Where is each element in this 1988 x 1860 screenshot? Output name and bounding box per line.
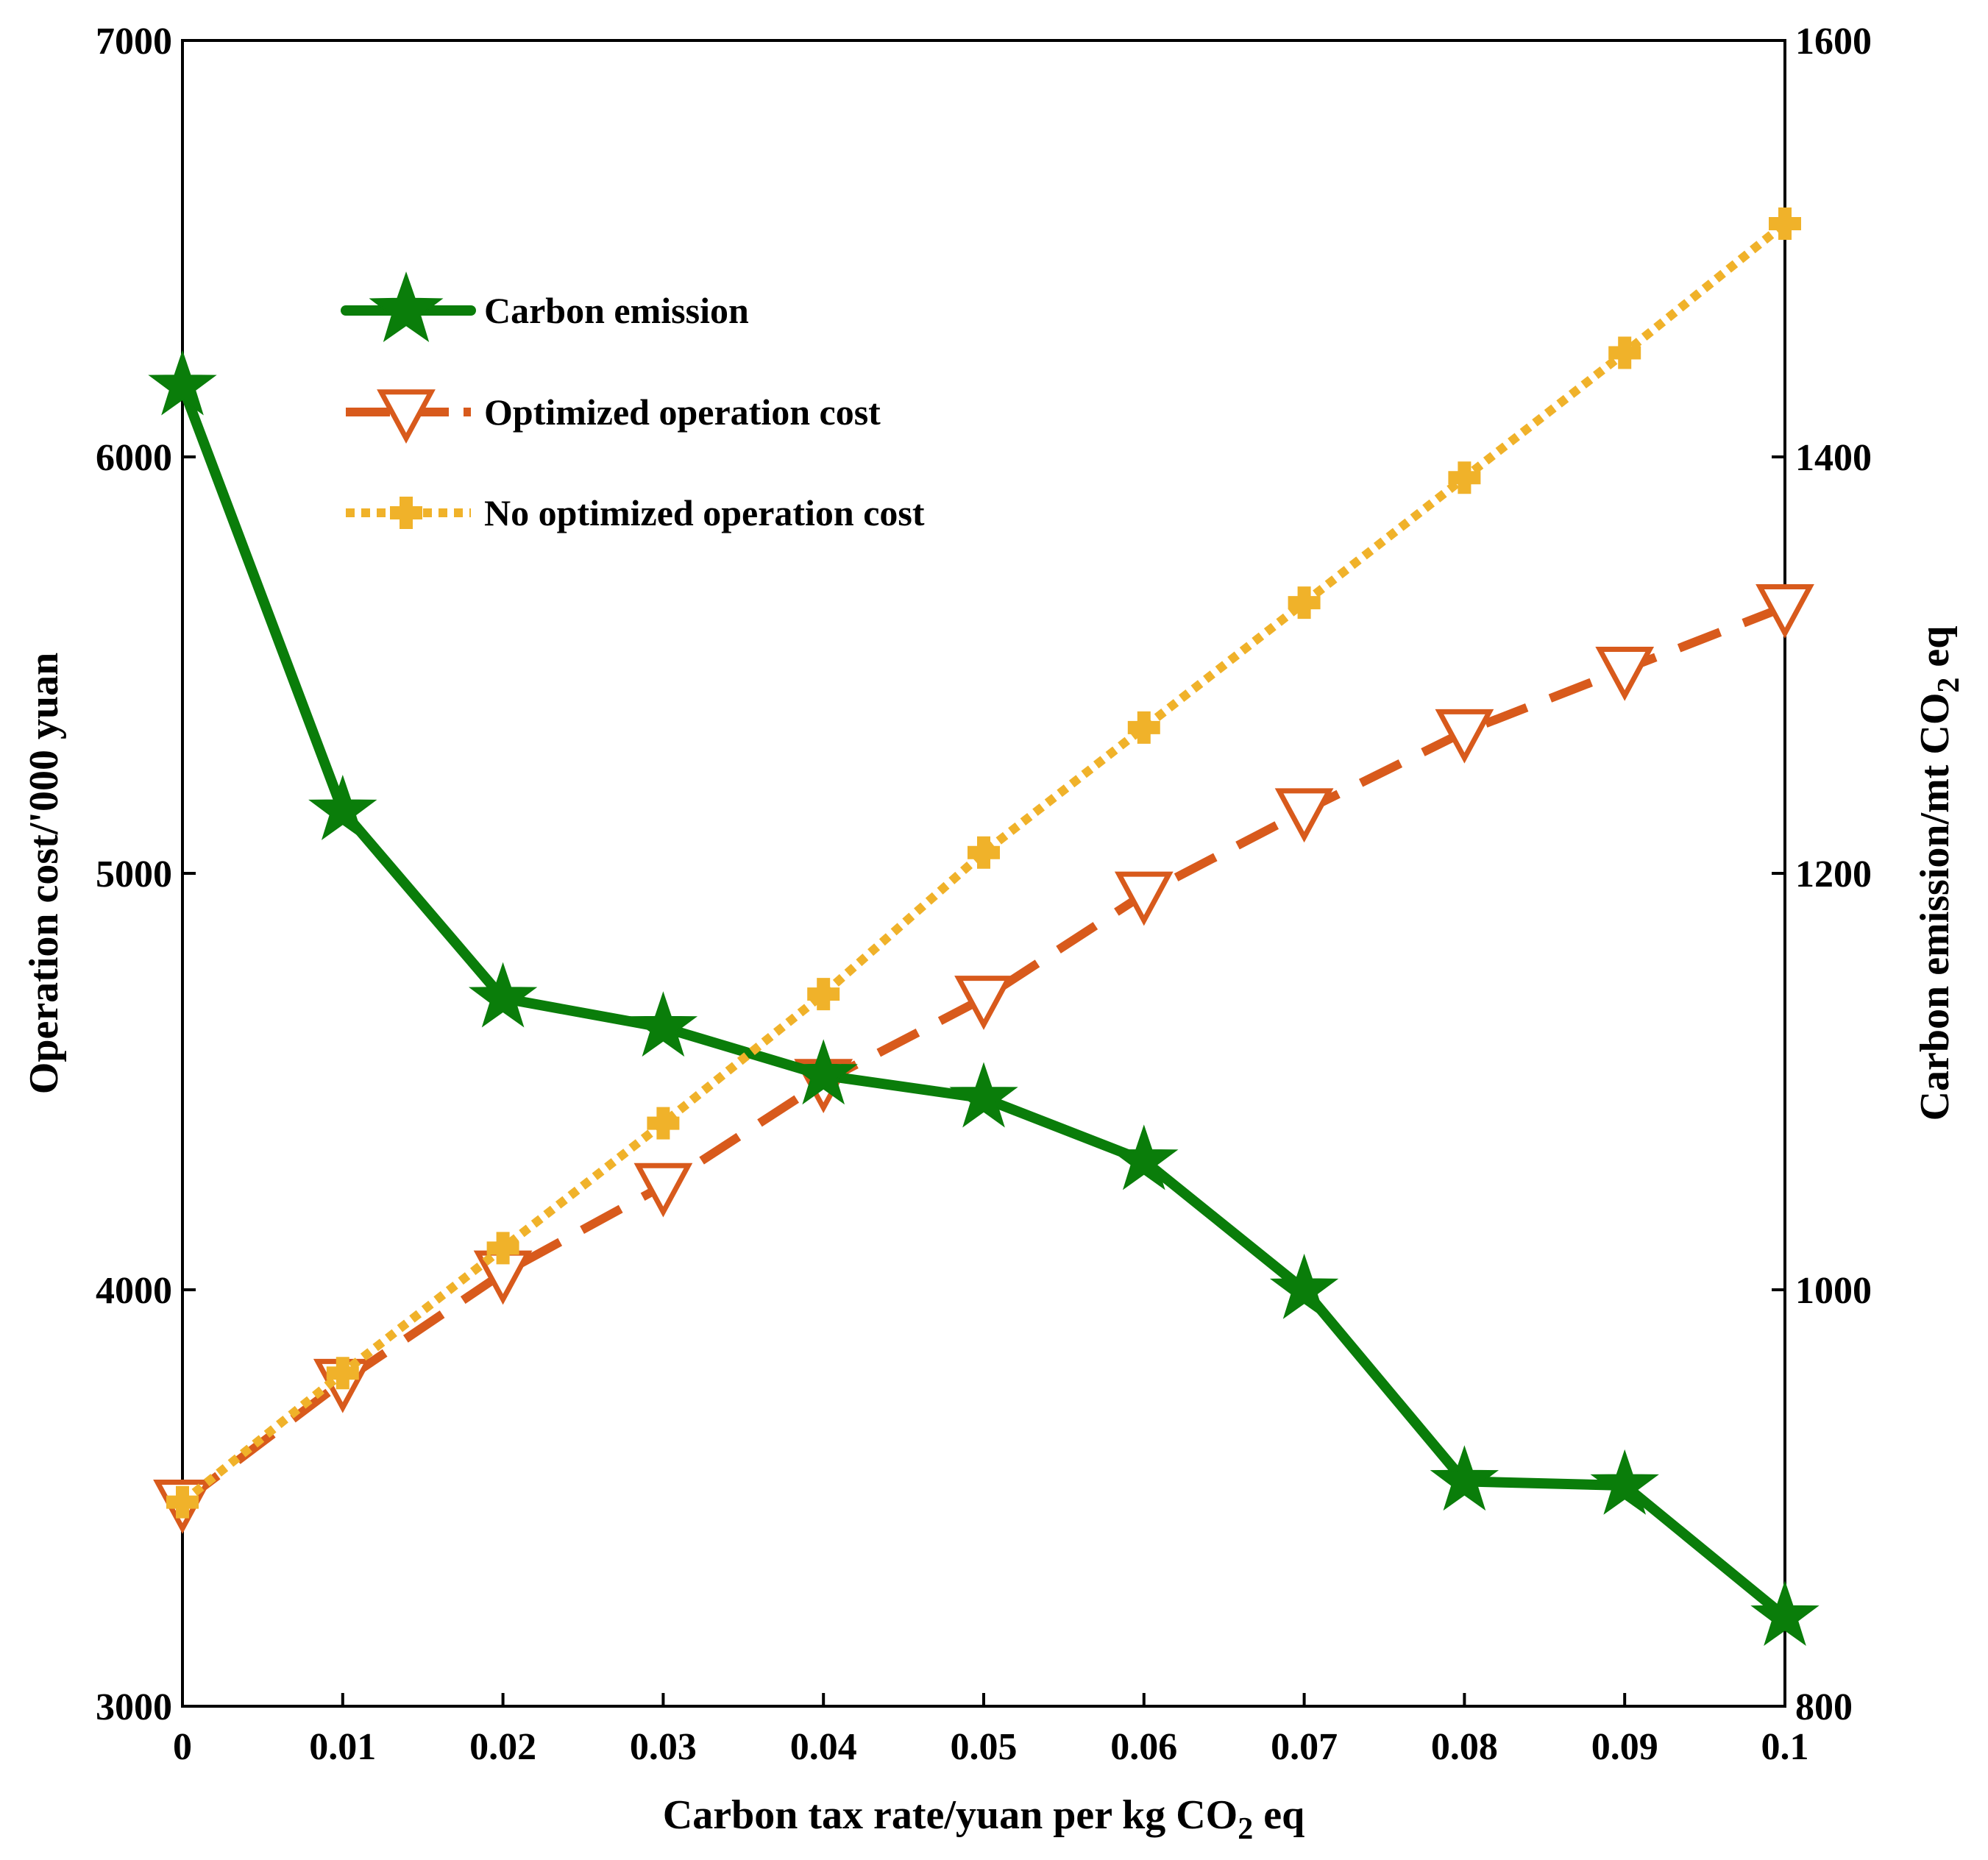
- x-tick-label: 0.08: [1431, 1726, 1498, 1768]
- data-point-marker: [949, 1062, 1018, 1128]
- data-point-marker: [1595, 646, 1655, 701]
- data-point-marker: [1269, 1253, 1339, 1319]
- plot-frame: [181, 39, 1786, 1708]
- legend-label: No optimized operation cost: [484, 492, 925, 533]
- data-point-marker: [1590, 1449, 1659, 1515]
- series-no-optimized-operation-cost: [166, 207, 1801, 1519]
- x-tick-label: 0.05: [951, 1726, 1018, 1768]
- data-point-marker: [148, 349, 217, 416]
- left-y-tick-label: 5000: [96, 853, 172, 895]
- series-layer: [148, 207, 1820, 1647]
- x-tick-label: 0.02: [469, 1726, 536, 1768]
- right-y-axis-title-tail: eq: [1912, 626, 1958, 678]
- legend-label: Optimized operation cost: [484, 391, 881, 433]
- data-point-marker: [308, 774, 377, 840]
- x-axis: 0 0.01 0.02 0.03 0.04 0.05 0.06 0.07 0.08 0.09 0.1: [173, 1693, 1809, 1768]
- x-tick-label: 0.1: [1761, 1726, 1809, 1768]
- legend-marker: [377, 389, 436, 444]
- x-tick-label: 0.04: [790, 1726, 857, 1768]
- legend-marker: [390, 497, 422, 529]
- x-axis-title-tail: eq: [1253, 1792, 1304, 1838]
- right-y-axis-title: Carbon emission/mt CO2 eq: [1912, 626, 1966, 1121]
- legend-marker: [369, 271, 444, 342]
- data-point-marker: [468, 962, 538, 1028]
- x-axis-title: Carbon tax rate/yuan per kg CO2 eq: [663, 1792, 1304, 1846]
- right-y-axis-title-sub: 2: [1932, 678, 1966, 693]
- data-point-marker: [968, 836, 1000, 869]
- data-point-marker: [1448, 461, 1481, 494]
- data-point-marker: [1769, 207, 1801, 241]
- x-tick-label: 0: [173, 1726, 192, 1768]
- x-tick-label: 0.01: [309, 1726, 376, 1768]
- x-axis-title-sub: 2: [1238, 1812, 1253, 1846]
- series-line: [180, 603, 1787, 1506]
- right-y-tick-label: 1400: [1795, 437, 1872, 479]
- series-carbon-emission: [148, 349, 1820, 1647]
- data-point-marker: [628, 991, 698, 1057]
- right-y-tick-label: 1600: [1795, 21, 1872, 63]
- data-point-marker: [1608, 336, 1641, 369]
- right-y-tick-label: 1200: [1795, 853, 1872, 895]
- legend-entry: Carbon emission: [341, 271, 749, 342]
- left-y-tick-label: 3000: [96, 1686, 172, 1728]
- data-point-marker: [1127, 711, 1160, 744]
- legend-label: Carbon emission: [484, 290, 749, 331]
- legend-entry: Optimized operation cost: [346, 389, 881, 444]
- data-point-marker: [1288, 586, 1321, 620]
- data-point-marker: [789, 1039, 858, 1105]
- data-point-marker: [954, 976, 1013, 1030]
- data-point-marker: [1114, 871, 1174, 926]
- x-axis-title-main: Carbon tax rate/yuan per kg CO: [663, 1792, 1238, 1838]
- data-point-marker: [633, 1162, 693, 1218]
- x-tick-label: 0.03: [630, 1726, 697, 1768]
- data-point-marker: [326, 1357, 359, 1390]
- left-y-tick-label: 4000: [96, 1270, 172, 1312]
- x-tick-label: 0.06: [1110, 1726, 1177, 1768]
- data-point-marker: [166, 1485, 199, 1519]
- data-point-marker: [807, 978, 840, 1011]
- series-line: [180, 220, 1788, 1506]
- data-point-marker: [1110, 1124, 1179, 1190]
- data-point-marker: [1756, 584, 1814, 639]
- legend-entry: No optimized operation cost: [346, 492, 925, 533]
- legend: Carbon emission Optimized operation cost N…: [341, 271, 925, 533]
- right-y-axis: 800 1000 1200 1400 1600: [1772, 21, 1872, 1728]
- right-y-axis-title-main: Carbon emission/mt CO: [1912, 693, 1958, 1121]
- data-point-marker: [1435, 709, 1494, 764]
- data-point-marker: [1274, 788, 1334, 843]
- data-point-marker: [486, 1232, 519, 1265]
- data-point-marker: [1430, 1445, 1499, 1511]
- data-point-marker: [647, 1107, 680, 1140]
- left-y-axis-title: Operation cost/'000 yuan: [21, 653, 67, 1094]
- data-point-marker: [1750, 1580, 1820, 1647]
- left-y-tick-label: 7000: [96, 21, 172, 63]
- right-y-tick-label: 1000: [1795, 1270, 1872, 1312]
- left-y-axis: 3000 4000 5000 6000 7000: [96, 21, 196, 1728]
- series-optimized-operation-cost: [153, 584, 1814, 1534]
- right-y-tick-label: 800: [1795, 1686, 1853, 1728]
- x-tick-label: 0.09: [1591, 1726, 1658, 1768]
- left-y-tick-label: 6000: [96, 437, 172, 479]
- x-tick-label: 0.07: [1271, 1726, 1338, 1768]
